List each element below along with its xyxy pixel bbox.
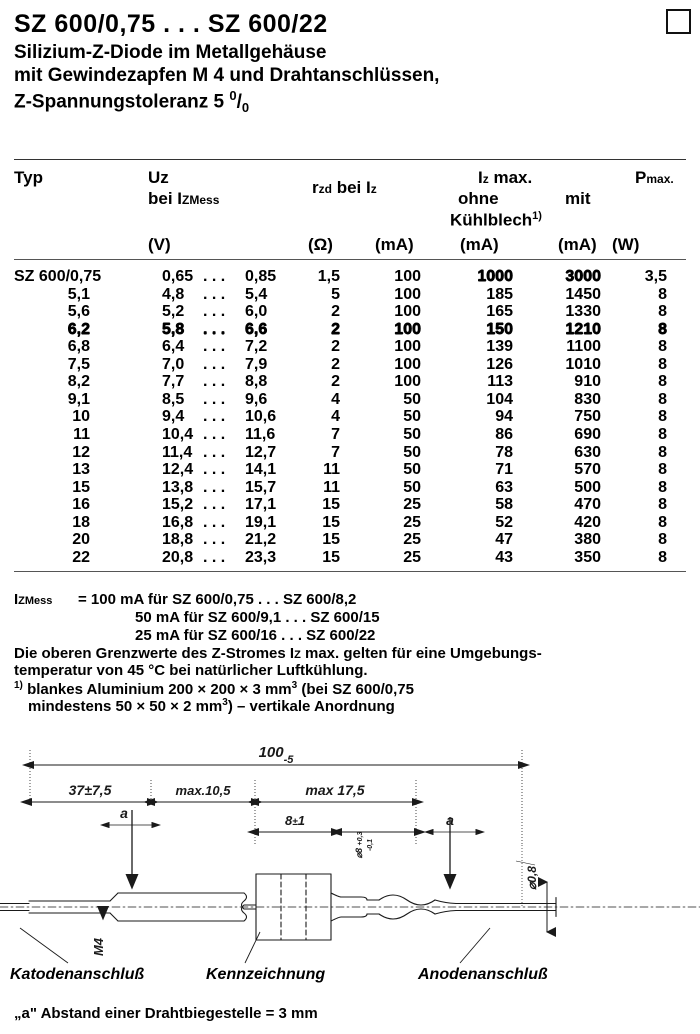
svg-text:⌀8 +0,3: ⌀8 +0,3 bbox=[354, 832, 364, 859]
svg-text:8±1: 8±1 bbox=[285, 813, 305, 828]
svg-text:100-5: 100-5 bbox=[259, 744, 295, 766]
svg-text:max 17,5: max 17,5 bbox=[305, 782, 364, 798]
svg-text:37±7,5: 37±7,5 bbox=[69, 782, 112, 798]
svg-text:⌀0,8: ⌀0,8 bbox=[525, 866, 539, 890]
svg-text:M4: M4 bbox=[91, 937, 106, 956]
svg-text:-0,1: -0,1 bbox=[367, 839, 374, 851]
svg-text:max.10,5: max.10,5 bbox=[176, 783, 232, 798]
svg-text:a: a bbox=[120, 805, 128, 821]
